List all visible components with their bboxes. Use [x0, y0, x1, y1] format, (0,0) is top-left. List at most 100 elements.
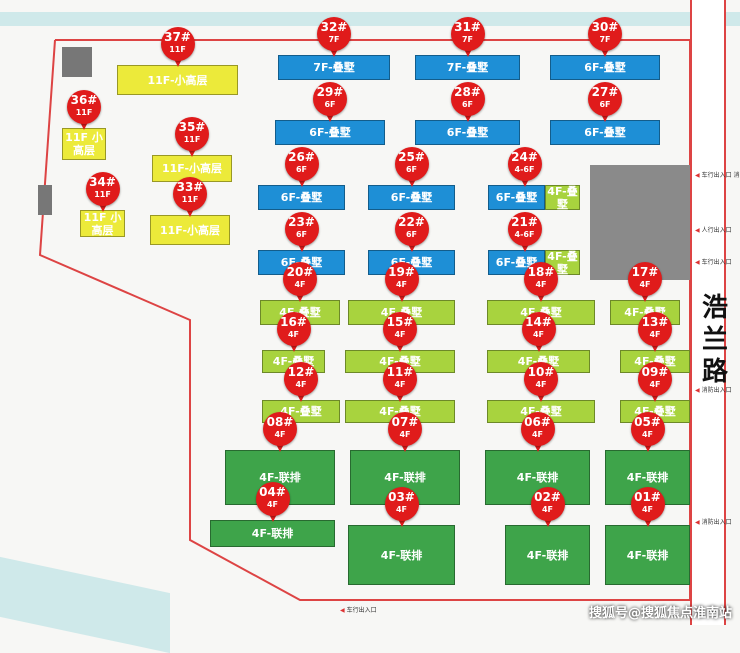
building-number: 02# [534, 490, 561, 504]
building-number: 14# [525, 315, 552, 329]
building-36: 11F 小高层 [62, 128, 106, 160]
gate-label: 消防出入口 [695, 385, 732, 394]
building-floors: 4F [295, 380, 307, 389]
location-pin-icon[interactable]: 24# 4-6F [507, 147, 542, 189]
building-floors: 6F [461, 100, 474, 109]
building-01: 4F-联排 [605, 525, 690, 585]
location-pin-icon[interactable]: 25# 6F [394, 147, 429, 189]
building-label: 4F-联排 [526, 548, 569, 562]
location-pin-icon[interactable]: 06# 4F [520, 412, 555, 454]
location-pin-icon[interactable]: 01# 4F [630, 487, 665, 529]
location-pin-icon[interactable]: 37# 11F [160, 27, 195, 69]
building-number: 18# [527, 265, 555, 279]
gate-label: 消防出入口 [695, 517, 732, 526]
building-floors: 11F [181, 195, 199, 204]
building-number: 11# [386, 365, 414, 379]
building-number: 37# [164, 30, 191, 44]
building-label: 6F-叠墅 [495, 191, 538, 204]
building-number: 24# [511, 150, 538, 164]
gate-label: 人行出入口 [695, 225, 732, 234]
location-pin-icon[interactable]: 05# 4F [630, 412, 665, 454]
building-label: 7F-叠墅 [313, 61, 355, 74]
building-floors: 6F [599, 100, 611, 109]
location-pin-icon[interactable]: 17# 4F [628, 262, 662, 304]
building-number: 21# [511, 215, 538, 229]
building-annex: 4F-叠墅 [545, 250, 580, 276]
building-floors: 6F [295, 165, 308, 174]
building-label: 11F-小高层 [147, 73, 208, 87]
building-label: 4F-联排 [251, 527, 294, 540]
building-floors: 6F [324, 100, 336, 109]
building-floors: 4F [641, 430, 654, 439]
building-number: 01# [634, 490, 661, 504]
canal [0, 12, 740, 26]
location-pin-icon[interactable]: 03# 4F [384, 487, 419, 529]
building-02: 4F-联排 [505, 525, 590, 585]
building-label: 6F-叠墅 [584, 61, 626, 74]
location-pin-icon[interactable]: 31# 7F [450, 17, 485, 59]
location-pin-icon[interactable]: 22# 6F [394, 212, 429, 254]
location-pin-icon[interactable]: 33# 11F [173, 177, 207, 219]
building-floors: 4F [532, 330, 545, 339]
location-pin-icon[interactable]: 29# 6F [313, 82, 347, 124]
location-pin-icon[interactable]: 30# 7F [588, 17, 622, 59]
building-annex: 4F-叠墅 [545, 185, 580, 211]
location-pin-icon[interactable]: 18# 4F [524, 262, 558, 304]
building-floors: 6F [295, 230, 308, 239]
building-number: 25# [398, 150, 425, 164]
location-pin-icon[interactable]: 12# 4F [284, 362, 318, 404]
building-label: 11F 小高层 [65, 131, 103, 157]
building-label: 4F-联排 [259, 471, 301, 484]
location-pin-icon[interactable]: 11# 4F [383, 362, 417, 404]
building-number: 07# [391, 415, 419, 429]
location-pin-icon[interactable]: 32# 7F [317, 17, 351, 59]
building-label: 4F-联排 [384, 471, 426, 484]
building-number: 33# [176, 180, 204, 194]
building-11: 4F-叠墅 [345, 400, 455, 423]
location-pin-icon[interactable]: 04# 4F [255, 482, 290, 524]
location-pin-icon[interactable]: 15# 4F [383, 312, 417, 354]
building-03: 4F-联排 [348, 525, 455, 585]
building-floors: 4F [395, 505, 408, 514]
building-number: 27# [591, 85, 619, 99]
building-floors: 4F [649, 380, 661, 389]
location-pin-icon[interactable]: 10# 4F [524, 362, 558, 404]
building-number: 20# [286, 265, 314, 279]
location-pin-icon[interactable]: 27# 6F [588, 82, 622, 124]
building-floors: 11F [169, 45, 186, 54]
location-pin-icon[interactable]: 20# 4F [283, 262, 317, 304]
location-pin-icon[interactable]: 16# 4F [276, 312, 311, 354]
building-floors: 4-6F [514, 230, 535, 239]
building-number: 16# [280, 315, 307, 329]
gate-label: 车行出入口 [695, 257, 732, 266]
building-floors: 4F [641, 505, 654, 514]
building-number: 06# [524, 415, 551, 429]
location-pin-icon[interactable]: 08# 4F [263, 412, 297, 454]
location-pin-icon[interactable]: 02# 4F [530, 487, 565, 529]
location-pin-icon[interactable]: 07# 4F [388, 412, 422, 454]
location-pin-icon[interactable]: 34# 11F [85, 172, 120, 214]
location-pin-icon[interactable]: 14# 4F [521, 312, 556, 354]
location-pin-icon[interactable]: 26# 6F [284, 147, 319, 189]
building-31: 7F-叠墅 [415, 55, 520, 80]
location-pin-icon[interactable]: 23# 6F [284, 212, 319, 254]
building-number: 10# [527, 365, 555, 379]
location-pin-icon[interactable]: 35# 11F [175, 117, 209, 159]
building-34: 11F 小高层 [80, 210, 125, 237]
location-pin-icon[interactable]: 13# 4F [638, 312, 672, 354]
building-label: 4F-联排 [626, 548, 669, 562]
building-number: 15# [386, 315, 414, 329]
location-pin-icon[interactable]: 09# 4F [638, 362, 672, 404]
building-floors: 7F [461, 35, 474, 44]
location-pin-icon[interactable]: 19# 4F [384, 262, 419, 304]
location-pin-icon[interactable]: 21# 4-6F [507, 212, 542, 254]
building-floors: 4F [274, 430, 286, 439]
building-floors: 4F [399, 430, 411, 439]
building-floors: 4F [394, 330, 406, 339]
utility-building [38, 185, 52, 215]
building-label: 11F 小高层 [83, 210, 122, 237]
location-pin-icon[interactable]: 36# 11F [67, 90, 101, 132]
building-label: 4F-联排 [516, 471, 559, 484]
clubhouse-building [590, 165, 690, 280]
location-pin-icon[interactable]: 28# 6F [450, 82, 485, 124]
